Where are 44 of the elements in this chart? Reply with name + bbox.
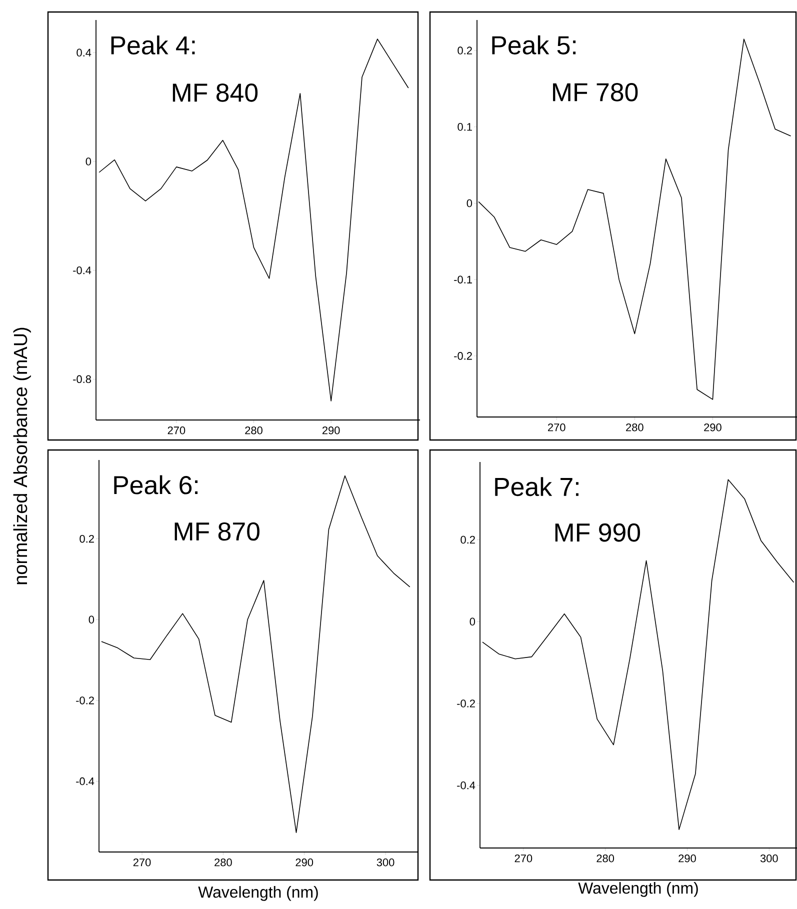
x-tick-label: 300 [376, 858, 394, 866]
x-tick-label: 280 [596, 854, 614, 862]
x-tick-label: 280 [244, 426, 262, 434]
y-tick-label: 0.2 [79, 534, 94, 543]
y-tick-label: -0.2 [76, 696, 94, 704]
text: MF 870 [174, 522, 260, 541]
y-tick-label: 0.2 [460, 536, 475, 544]
y-tick-label: -0.2 [456, 700, 475, 708]
y-tick-label: 0.1 [457, 123, 472, 131]
chart-title: Peak 7: [494, 477, 578, 496]
line-series [482, 479, 794, 830]
y-axis-title: normalized Absorbance (mAU) [13, 328, 31, 584]
x-axis-title: Wavelength (nm) [578, 882, 698, 897]
y-tick-label: 0 [470, 618, 475, 626]
y-tick-label: -0.4 [456, 781, 475, 790]
x-tick-label: 280 [626, 424, 644, 432]
y-tick-label: -0.2 [454, 352, 472, 360]
x-tick-label: 290 [678, 854, 696, 862]
chart-title: Peak 4: [111, 36, 194, 55]
y-tick-label: -0.8 [72, 375, 91, 384]
text: MF 780 [552, 83, 638, 102]
chart-title: Peak 6: [114, 475, 198, 494]
x-tick-label: 270 [548, 424, 566, 432]
y-tick-label: 0 [466, 199, 472, 208]
x-tick-label: 270 [168, 426, 185, 434]
x-tick-label: 290 [296, 858, 313, 866]
x-tick-label: 290 [322, 426, 340, 434]
x-tick-label: 270 [133, 858, 150, 866]
y-tick-label: 0 [88, 616, 94, 624]
y-tick-label: -0.1 [454, 276, 472, 284]
x-tick-label: 270 [514, 854, 532, 862]
y-tick-label: -0.4 [76, 777, 94, 786]
text: MF 990 [555, 523, 640, 542]
chart-title: Peak 5: [492, 35, 576, 54]
line-series [100, 475, 410, 833]
text: MF 840 [172, 84, 258, 102]
x-tick-label: 290 [704, 424, 722, 432]
x-axis-title: Wavelength (nm) [198, 886, 318, 901]
y-tick-label: 0.2 [457, 46, 472, 54]
y-tick-label: 0 [86, 158, 91, 166]
y-tick-label: -0.4 [72, 266, 91, 274]
x-tick-label: 300 [760, 854, 778, 862]
x-tick-label: 280 [214, 858, 232, 866]
y-tick-label: 0.4 [76, 48, 91, 57]
